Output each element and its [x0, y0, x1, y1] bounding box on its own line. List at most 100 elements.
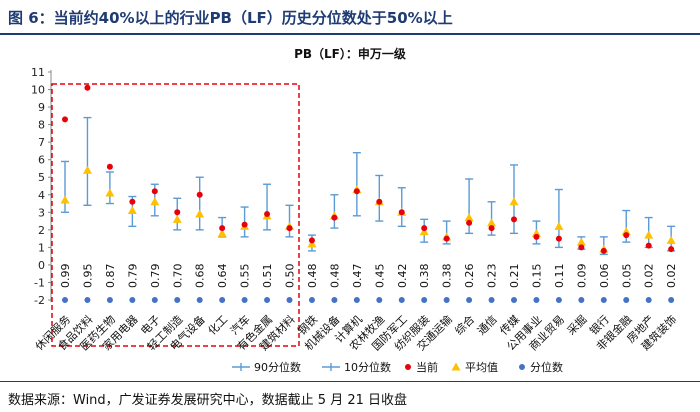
legend-percentile-symbol	[519, 364, 525, 370]
percentile-label: 0.11	[553, 264, 566, 289]
y-tick-label: -2	[34, 294, 45, 307]
figure-header: 图 6：当前约40%以上的行业PB（LF）历史分位数处于50%以上	[0, 0, 700, 35]
chart-area: PB（LF）：申万一级 -2 -1 0 1 2 3 4 5 6 7 8 9 10 11 0.99 休闲服务 0.9…	[0, 36, 700, 380]
percentile-label: 0.48	[306, 264, 319, 289]
percentile-label: 0.79	[149, 264, 162, 289]
percentile-marker	[106, 297, 113, 303]
current-marker	[129, 198, 136, 205]
average-marker	[644, 230, 654, 239]
average-marker	[127, 206, 137, 215]
percentile-label: 0.48	[328, 264, 341, 289]
percentile-marker	[488, 297, 495, 303]
percentile-marker	[331, 297, 338, 303]
percentile-marker	[219, 297, 226, 303]
y-tick-label: 0	[38, 259, 45, 272]
percentile-label: 0.95	[81, 264, 94, 289]
average-marker	[172, 214, 182, 223]
percentile-marker	[308, 297, 315, 303]
percentile-marker	[174, 297, 181, 303]
current-marker	[264, 211, 271, 218]
percentile-marker	[555, 297, 562, 303]
average-marker	[195, 209, 205, 218]
legend-p90-label: 90分位数	[254, 360, 301, 374]
percentile-label: 0.70	[171, 264, 184, 289]
percentile-marker	[151, 297, 158, 303]
percentile-marker	[600, 297, 607, 303]
y-tick-label: 8	[38, 119, 45, 132]
percentile-label: 0.38	[418, 264, 431, 289]
category-label: 采掘	[564, 312, 589, 337]
percentile-marker	[84, 297, 91, 303]
average-marker	[105, 188, 115, 197]
current-marker	[286, 225, 293, 232]
average-marker	[621, 227, 631, 236]
percentile-label: 0.15	[530, 264, 543, 289]
percentile-label: 0.45	[373, 264, 386, 289]
current-marker	[331, 214, 338, 221]
legend-average-label: 平均值	[465, 361, 498, 374]
percentile-marker	[286, 297, 293, 303]
current-marker	[84, 84, 91, 91]
average-marker	[554, 221, 564, 230]
current-marker	[308, 237, 315, 244]
current-marker	[511, 216, 517, 223]
current-marker	[376, 198, 383, 205]
current-marker	[241, 221, 248, 228]
current-marker	[421, 225, 428, 232]
percentile-label: 0.68	[194, 264, 207, 289]
percentile-label: 0.06	[598, 264, 611, 289]
percentile-label: 0.02	[665, 264, 678, 289]
percentile-label: 0.79	[126, 264, 139, 289]
percentile-label: 0.02	[643, 264, 656, 289]
average-marker	[82, 165, 92, 174]
percentile-label: 0.38	[441, 264, 454, 289]
current-marker	[600, 247, 607, 254]
percentile-marker	[376, 297, 383, 303]
legend-p10-label: 10分位数	[344, 360, 391, 374]
current-marker	[623, 232, 630, 239]
percentile-marker	[62, 297, 68, 303]
percentile-marker	[623, 297, 630, 303]
source-note: 数据来源：Wind，广发证券发展研究中心，数据截止 5 月 21 日收盘	[8, 393, 408, 408]
current-marker	[466, 219, 473, 226]
percentile-label: 0.51	[261, 264, 274, 289]
y-tick-label: 5	[38, 171, 45, 184]
y-tick-label: 6	[38, 154, 45, 167]
average-marker	[150, 197, 160, 206]
percentile-label: 0.05	[620, 264, 633, 289]
average-marker	[531, 228, 541, 237]
legend-current-symbol	[405, 364, 411, 370]
current-marker	[151, 188, 158, 195]
current-marker	[645, 242, 652, 249]
category-label: 通信	[475, 313, 500, 338]
pb-percentile-chart: PB（LF）：申万一级-2-1012345678910110.99休闲服务0.9…	[31, 46, 679, 374]
y-tick-label: 2	[38, 224, 45, 237]
percentile-marker	[533, 297, 540, 303]
y-tick-label: 7	[38, 136, 45, 149]
percentile-marker	[264, 297, 271, 303]
current-marker	[106, 163, 113, 170]
y-tick-label: 1	[38, 241, 45, 254]
average-marker	[419, 227, 429, 236]
percentile-marker	[578, 297, 585, 303]
percentile-label: 0.55	[239, 264, 252, 289]
percentile-label: 0.99	[59, 264, 72, 289]
average-marker	[487, 218, 497, 227]
current-marker	[62, 116, 68, 123]
percentile-label: 0.50	[284, 264, 297, 289]
average-marker	[666, 235, 676, 244]
percentile-marker	[443, 297, 450, 303]
current-marker	[353, 188, 360, 195]
y-tick-label: 4	[38, 189, 45, 202]
current-marker	[443, 235, 450, 242]
percentile-marker	[511, 297, 517, 303]
legend-current-label: 当前	[416, 360, 438, 374]
percentile-marker	[668, 297, 675, 303]
percentile-label: 0.09	[575, 264, 588, 289]
y-tick-label: 11	[31, 66, 45, 79]
percentile-label: 0.21	[508, 264, 521, 289]
percentile-label: 0.42	[396, 264, 409, 289]
source-rule	[0, 381, 700, 382]
average-marker	[217, 228, 227, 237]
y-tick-label: 3	[38, 206, 45, 219]
